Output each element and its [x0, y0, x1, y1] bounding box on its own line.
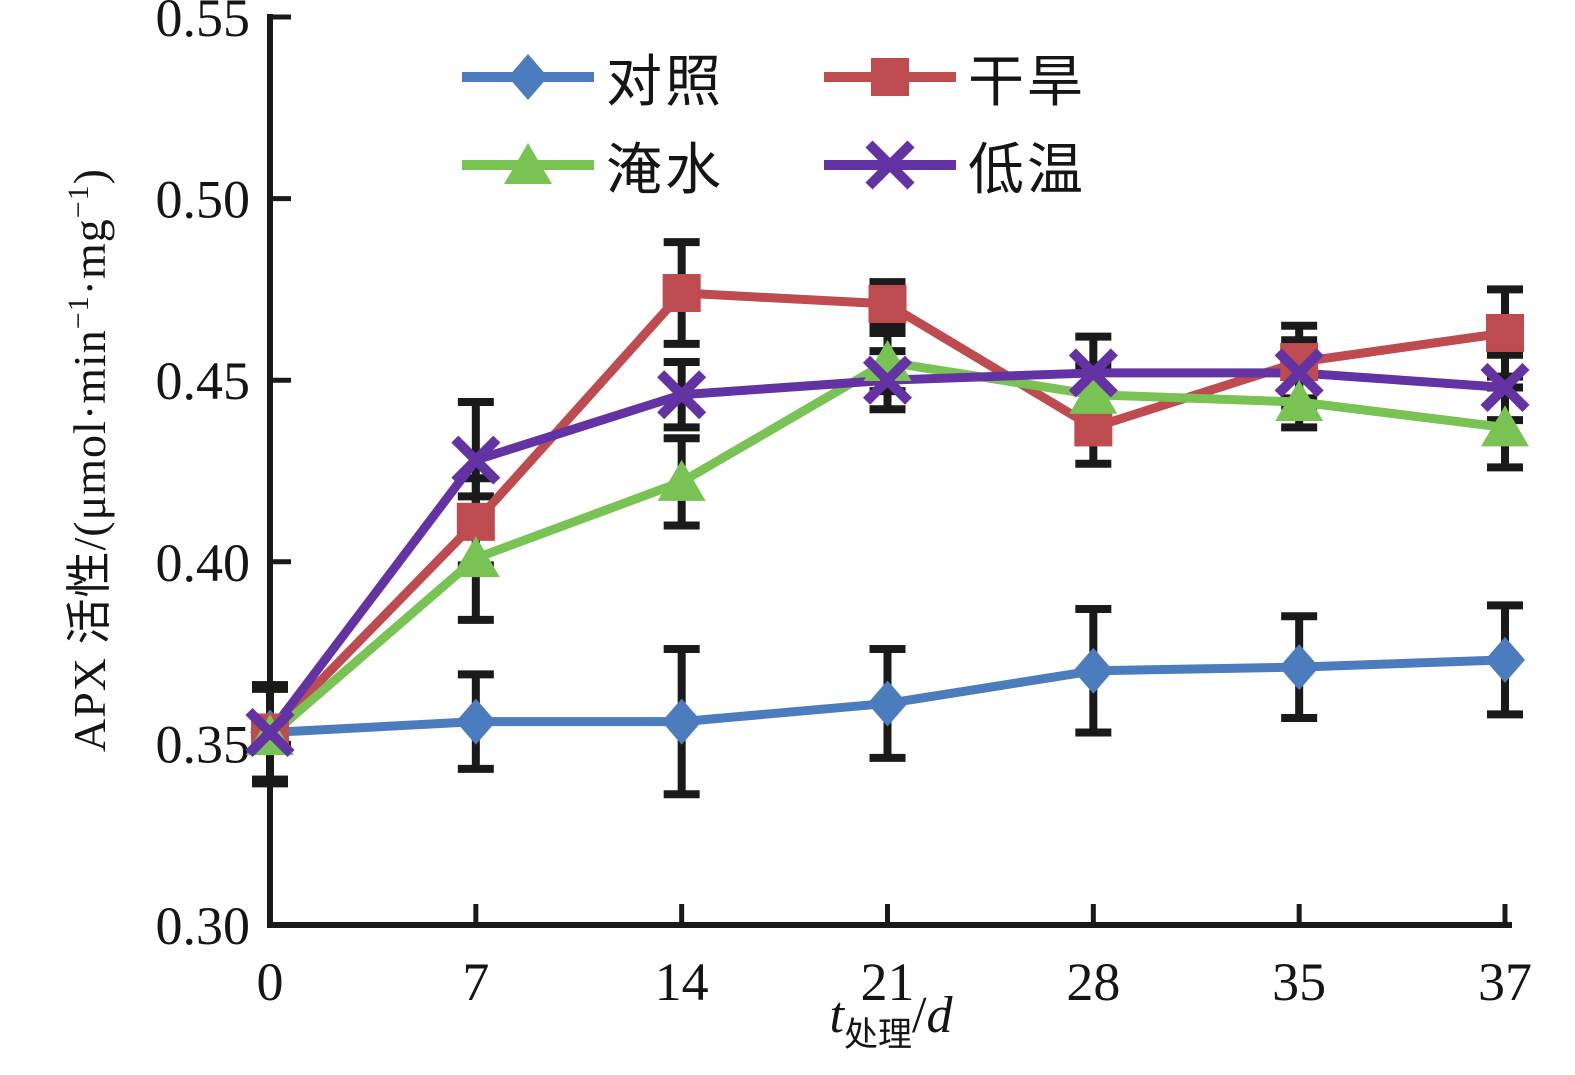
- low_temperature-marker: [451, 435, 501, 485]
- drought-marker: [1074, 408, 1113, 447]
- y-axis-label-mid: ·mg: [64, 218, 115, 296]
- control-marker: [1484, 636, 1525, 683]
- control-marker: [867, 680, 908, 727]
- y-axis-label-sup1: −1: [62, 295, 95, 330]
- low_temperature-marker: [245, 707, 295, 758]
- legend-label-control: 对照: [606, 51, 724, 114]
- legend-item-low-temperature: 低温: [824, 122, 1086, 208]
- low_temperature-legend-marker: [865, 140, 915, 190]
- legend-item-drought: 干旱: [824, 34, 1086, 120]
- drought-legend-marker: [871, 58, 909, 96]
- drought-marker: [662, 274, 701, 313]
- control-marker: [455, 698, 496, 745]
- axis-tick-labels: 0.30 0.35 0.40 0.45 0.50 0.55 0 7 14 21 28 35 37: [156, 0, 1532, 1012]
- y-tick-label: 0.30: [156, 896, 251, 956]
- x-axis-label-subscript: 处理: [844, 1017, 912, 1054]
- legend-label-waterlogging: 淹水: [606, 139, 724, 202]
- waterlogging-marker: [1480, 405, 1529, 447]
- waterlogging-legend-marker: [504, 143, 552, 184]
- control-marker: [1073, 647, 1114, 694]
- y-axis-label-suffix: ): [64, 167, 115, 185]
- x-tick-label: 7: [462, 952, 489, 1012]
- axis-ticks: [270, 14, 1508, 928]
- waterlogging-triangle-legend-icon: [462, 143, 594, 184]
- y-tick-label: 0.40: [156, 533, 251, 593]
- low_temperature-marker: [862, 355, 913, 405]
- y-tick-label: 0.45: [156, 351, 251, 411]
- x-tick-label: 0: [257, 952, 284, 1012]
- x-axis-label-slash: /: [912, 987, 927, 1044]
- x-axis-label-unit: d: [926, 987, 953, 1044]
- drought-marker: [868, 284, 907, 323]
- legend-item-control: 对照: [462, 34, 824, 120]
- waterlogging-marker: [451, 536, 500, 578]
- drought-square-legend-icon: [824, 58, 956, 96]
- x-axis-label: t处理/d: [829, 986, 953, 1054]
- legend-item-waterlogging: 淹水: [462, 122, 824, 208]
- legend: 对照 干旱 淹水 低温: [462, 34, 1086, 208]
- low_temperature-marker: [1480, 362, 1530, 412]
- waterlogging-marker: [1069, 372, 1118, 414]
- drought-marker: [1485, 313, 1524, 352]
- control-diamond-legend-icon: [462, 54, 594, 100]
- control-marker: [661, 698, 702, 745]
- control-marker: [1279, 644, 1320, 691]
- x-tick-label: 14: [655, 952, 709, 1012]
- x-tick-label: 37: [1478, 952, 1532, 1012]
- x-axis-label-symbol: t: [829, 987, 844, 1044]
- legend-label-drought: 干旱: [968, 51, 1086, 114]
- x-tick-label: 28: [1066, 952, 1120, 1012]
- low-temperature-x-legend-icon: [824, 140, 956, 190]
- low_temperature-marker: [1274, 348, 1324, 398]
- y-tick-label: 0.35: [156, 714, 251, 774]
- x-tick-label: 21: [860, 952, 914, 1012]
- x-tick-label: 35: [1272, 952, 1326, 1012]
- low_temperature-marker: [657, 370, 707, 420]
- y-axis-label-text: APX 活性/(μmol·min: [64, 329, 115, 753]
- y-axis-label-sup2: −1: [62, 184, 95, 219]
- control-legend-marker: [508, 54, 548, 100]
- legend-label-low-temperature: 低温: [968, 139, 1086, 202]
- low_temperature-marker: [1068, 348, 1118, 398]
- y-axis-label: APX 活性/(μmol·min−1·mg−1): [53, 168, 119, 752]
- series-markers: [245, 274, 1530, 758]
- y-tick-label: 0.55: [156, 0, 251, 48]
- y-tick-label: 0.50: [156, 170, 251, 230]
- drought-marker: [456, 502, 495, 541]
- waterlogging-marker: [657, 459, 706, 501]
- waterlogging-marker: [1275, 379, 1324, 421]
